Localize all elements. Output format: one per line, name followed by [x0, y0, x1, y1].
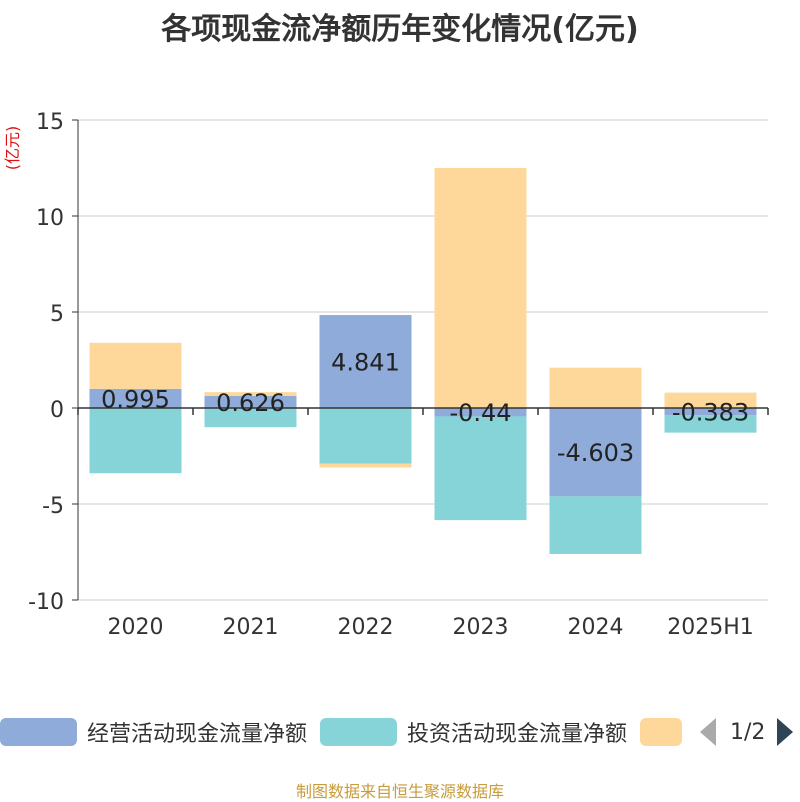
- bar-segment: [89, 342, 182, 389]
- data-label: -0.383: [672, 399, 749, 427]
- y-tick-label: 10: [36, 206, 64, 231]
- x-tick-label: 2022: [338, 615, 394, 640]
- bar-segment: [434, 168, 527, 408]
- bar-segment: [664, 392, 757, 408]
- legend-swatch-financing: [640, 718, 682, 746]
- y-tick-label: -5: [42, 494, 64, 519]
- chart-title: 各项现金流净额历年变化情况(亿元): [161, 12, 639, 47]
- y-axis-label: (亿元): [3, 126, 22, 171]
- bar-segment: [549, 496, 642, 554]
- pager-next-icon[interactable]: [777, 718, 794, 746]
- bar-segment: [549, 367, 642, 408]
- x-tick-label: 2023: [453, 615, 509, 640]
- legend: 经营活动现金流量净额 投资活动现金流量净额 1/2: [0, 712, 800, 756]
- bar-segment: [89, 388, 182, 408]
- y-tick-label: 0: [50, 398, 64, 423]
- data-label: -0.44: [449, 399, 511, 427]
- pager-prev-icon[interactable]: [700, 718, 716, 746]
- bar-segment: [319, 463, 412, 468]
- y-tick-label: 5: [50, 302, 64, 327]
- legend-item-investing[interactable]: 投资活动现金流量净额: [320, 716, 627, 748]
- legend-swatch-investing: [320, 718, 397, 746]
- x-tick-label: 2025H1: [667, 615, 754, 640]
- legend-swatch-operating: [0, 718, 77, 746]
- bar-segment: [434, 408, 527, 417]
- source-note: 制图数据来自恒生聚源数据库: [295, 782, 504, 801]
- legend-pager: 1/2: [700, 716, 794, 748]
- data-label: 0.626: [216, 389, 285, 417]
- bar-segment: [204, 395, 297, 408]
- legend-item-operating[interactable]: 经营活动现金流量净额: [0, 716, 307, 748]
- y-tick-label: 15: [36, 110, 64, 135]
- data-label: 4.841: [331, 349, 400, 377]
- bar-segment: [664, 408, 757, 416]
- x-tick-label: 2020: [108, 615, 164, 640]
- bar-segment: [319, 408, 412, 464]
- bar-segment: [319, 315, 412, 408]
- legend-item-financing[interactable]: [640, 716, 682, 748]
- x-tick-label: 2024: [568, 615, 624, 640]
- legend-label-investing: 投资活动现金流量净额: [407, 722, 628, 747]
- y-tick-label: -10: [28, 590, 64, 615]
- bar-segment: [204, 408, 297, 428]
- bar-segment: [664, 415, 757, 433]
- bar-segment: [89, 408, 182, 474]
- bar-segment: [434, 416, 527, 521]
- bar-chart: 15 10 5 0 -5 -10 (亿元) 0.995 0.626 4.841 -0.44 -4.60…: [3, 110, 769, 640]
- data-label: -4.603: [557, 439, 634, 467]
- pager-text: 1/2: [730, 719, 766, 745]
- data-label: 0.995: [101, 385, 170, 413]
- legend-label-operating: 经营活动现金流量净额: [87, 722, 308, 747]
- bar-segment: [549, 408, 642, 497]
- x-tick-label: 2021: [223, 615, 279, 640]
- bar-segment: [204, 392, 297, 396]
